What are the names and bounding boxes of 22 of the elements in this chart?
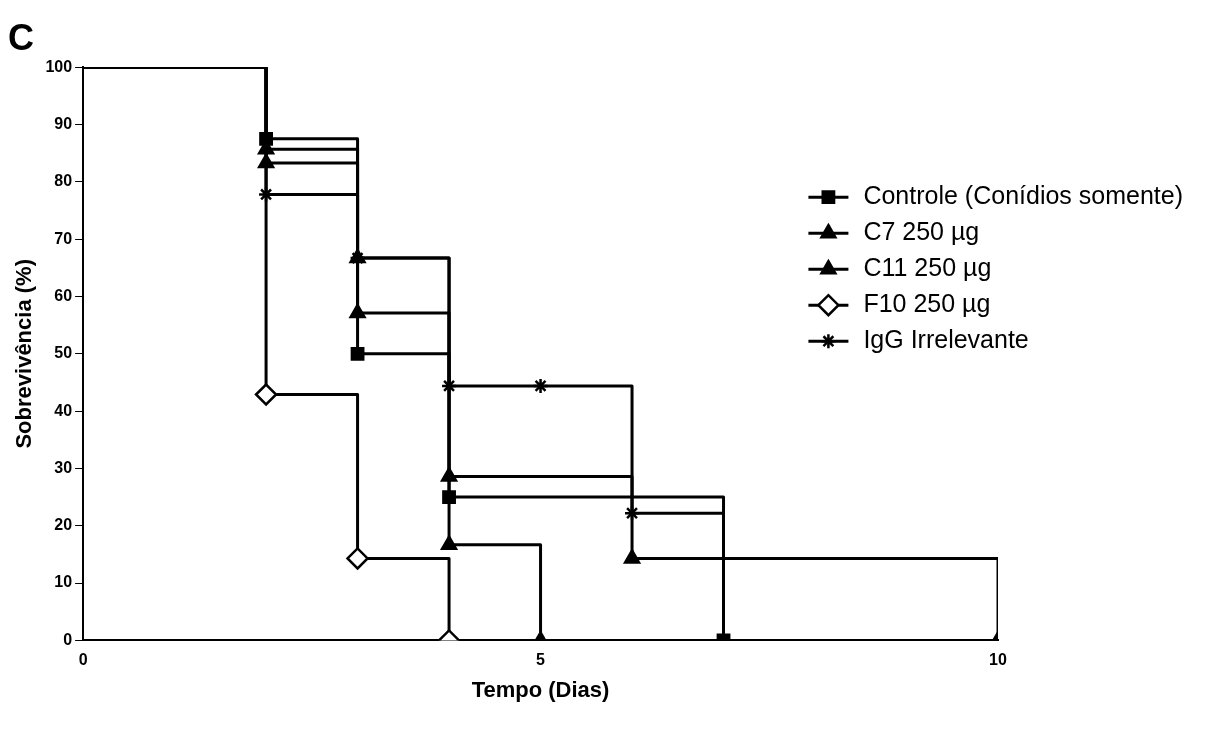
y-tick-label: 20 xyxy=(54,516,73,534)
y-tick-label: 30 xyxy=(54,458,73,476)
x-axis-title: Tempo (Dias) xyxy=(471,676,610,702)
x-tick-label: 0 xyxy=(78,651,88,669)
y-tick-label: 10 xyxy=(54,573,73,591)
legend-label: IgG Irrelevante xyxy=(863,325,1029,354)
y-tick-label: 40 xyxy=(54,401,73,419)
legend-label: F10 250 µg xyxy=(863,289,991,318)
legend-label: C7 250 µg xyxy=(863,217,980,246)
y-tick-label: 0 xyxy=(63,630,73,648)
y-tick-label: 90 xyxy=(54,114,73,132)
y-axis-title: Sobrevivência (%) xyxy=(11,259,37,449)
y-tick-label: 50 xyxy=(54,344,73,362)
legend-label: C11 250 µg xyxy=(863,253,992,282)
y-tick-label: 80 xyxy=(54,172,73,190)
y-tick-label: 60 xyxy=(54,286,73,304)
y-tick-label: 100 xyxy=(45,57,73,75)
x-tick-label: 5 xyxy=(536,651,546,669)
y-tick-label: 70 xyxy=(54,229,73,247)
legend-label: Controle (Conídios somente) xyxy=(863,181,1183,210)
x-tick-label: 10 xyxy=(989,651,1007,669)
chart-title: C xyxy=(8,16,34,58)
